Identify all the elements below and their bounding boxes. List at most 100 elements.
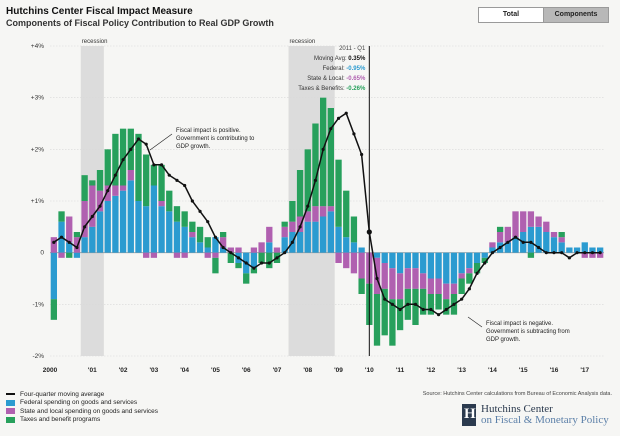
- moving-average-point: [206, 220, 210, 224]
- legend-item-taxes: Taxes and benefit programs: [6, 416, 158, 425]
- bar-segment: [443, 299, 450, 315]
- bar-segment: [112, 185, 119, 196]
- total-toggle-button[interactable]: Total: [479, 8, 543, 22]
- annotation-positive: Fiscal impact is positive. Government is …: [176, 128, 255, 150]
- bar-segment: [73, 252, 81, 258]
- bar-segment: [143, 252, 150, 258]
- bar-segment: [219, 237, 227, 248]
- bar-segment: [512, 237, 519, 253]
- bar-segment: [335, 252, 342, 263]
- moving-average-point: [106, 189, 110, 193]
- brand-name-line1: Hutchins Center: [481, 403, 553, 415]
- bar-segment: [389, 268, 396, 300]
- bar-segment: [496, 232, 504, 243]
- tooltip-row: Federal: -0.95%: [323, 66, 366, 72]
- moving-average-point: [513, 235, 518, 239]
- moving-average-point: [383, 297, 387, 301]
- x-tick-label: '10: [365, 367, 374, 374]
- moving-average-point: [167, 173, 171, 177]
- highlight-point: [366, 229, 372, 235]
- bar-segment: [119, 128, 127, 186]
- moving-average-point: [298, 225, 302, 229]
- moving-average-point: [490, 251, 495, 255]
- x-tick-label: '17: [580, 367, 589, 374]
- bar-segment: [135, 201, 142, 253]
- legend-item-state-local: State and local spending on goods and se…: [6, 407, 158, 416]
- bar-segment: [335, 226, 342, 253]
- bar-segment: [81, 175, 88, 201]
- bar-segment: [466, 273, 473, 284]
- fiscal-impact-chart: recession recession -2% -1% 0 +1% +2% +3% +4% 200…: [31, 39, 604, 374]
- bar-segment: [573, 247, 581, 253]
- bar-segment: [189, 232, 196, 238]
- recession-label: recession: [82, 39, 108, 45]
- moving-average-point: [83, 225, 87, 229]
- bar-segment: [435, 252, 442, 279]
- moving-average-point: [560, 251, 564, 255]
- bar-segment: [258, 252, 265, 263]
- moving-average-point: [506, 240, 510, 244]
- bar-segment: [335, 159, 342, 227]
- bar-segment: [143, 154, 150, 207]
- bar-segment: [481, 257, 488, 263]
- y-tick-label: +2%: [31, 146, 44, 153]
- bar-segment: [373, 294, 381, 346]
- moving-average-point: [283, 251, 287, 255]
- moving-average-point: [59, 235, 64, 239]
- bar-segment: [427, 278, 435, 294]
- legend-label: State and local spending on goods and se…: [20, 407, 159, 415]
- bar-segment: [212, 257, 219, 274]
- bar-segment: [550, 232, 558, 238]
- bar-segment: [473, 263, 481, 274]
- moving-average-point: [575, 251, 579, 255]
- bar-segment: [381, 288, 388, 336]
- bar-segment: [304, 221, 311, 253]
- bar-segment: [558, 232, 565, 238]
- moving-average-point: [244, 261, 248, 265]
- y-tick-label: +4%: [31, 43, 44, 50]
- x-tick-label: '08: [303, 367, 312, 374]
- moving-average-point: [252, 266, 256, 270]
- bar-segment: [204, 247, 211, 253]
- bar-segment: [296, 170, 304, 217]
- bar-segment: [412, 252, 419, 269]
- bar-segment: [150, 185, 158, 253]
- bar-segment: [358, 247, 365, 253]
- moving-average-point: [275, 256, 279, 260]
- y-tick-label: -2%: [32, 353, 44, 360]
- bar-segment: [443, 252, 450, 284]
- annotation-pointer: [149, 133, 173, 151]
- moving-average-point: [475, 271, 479, 275]
- legend-label: Federal spending on goods and services: [20, 399, 138, 407]
- bar-segment: [473, 252, 481, 263]
- components-toggle-button[interactable]: Components: [543, 8, 608, 22]
- chart-title: Hutchins Center Fiscal Impact Measure: [6, 6, 193, 17]
- legend-item-federal: Federal spending on goods and services: [6, 399, 158, 408]
- bar-segment: [81, 237, 88, 253]
- moving-average-point: [521, 240, 525, 244]
- bar-segment: [89, 180, 96, 186]
- bar-segment: [66, 242, 73, 253]
- moving-average-point: [321, 147, 325, 151]
- moving-average-point: [460, 297, 464, 301]
- bar-segment: [489, 247, 496, 253]
- bar-segment: [89, 226, 96, 253]
- bar-segment: [73, 232, 81, 238]
- moving-average-point: [352, 132, 356, 136]
- bar-segment: [266, 226, 273, 243]
- bar-segment: [458, 278, 465, 294]
- moving-average-point: [259, 261, 264, 265]
- bar-segment: [327, 206, 335, 212]
- bar-segment: [343, 252, 350, 269]
- moving-average-point: [121, 158, 125, 162]
- bar-segment: [358, 252, 365, 279]
- y-tick-label: +3%: [31, 95, 44, 102]
- bar-segment: [412, 268, 419, 289]
- bar-segment: [412, 288, 419, 325]
- x-tick-label: '16: [550, 367, 559, 374]
- tooltip-row: State & Local: -0.65%: [307, 76, 366, 82]
- bar-segment: [404, 252, 411, 269]
- moving-average-point: [467, 287, 471, 291]
- bar-segment: [281, 221, 288, 227]
- bar-segment: [58, 211, 65, 222]
